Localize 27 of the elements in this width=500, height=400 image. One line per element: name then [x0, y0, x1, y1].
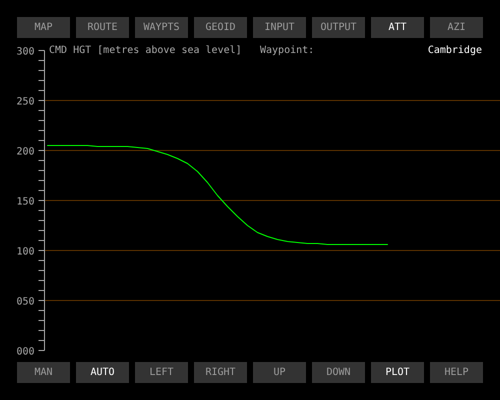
- text: RIGHT: [194, 362, 247, 383]
- text: UP: [253, 362, 306, 383]
- y-axis-title: CMD HGT [metres above sea level]: [49, 45, 242, 57]
- line-series: [47, 145, 388, 245]
- text: WAYPTS: [135, 17, 188, 38]
- y-tick-label: 250: [16, 96, 34, 108]
- text: HELP: [430, 362, 483, 383]
- text: GEOID: [194, 17, 247, 38]
- y-tick-label: 300: [16, 46, 34, 58]
- annotation: Cambridge: [426, 45, 482, 57]
- y-tick-label: 050: [16, 296, 34, 308]
- text: LEFT: [135, 362, 188, 383]
- y-tick-label: 100: [16, 246, 34, 258]
- y-tick-label: 150: [16, 196, 34, 208]
- annotation: Waypoint:: [260, 45, 314, 57]
- text: AUTO: [76, 362, 129, 383]
- y-tick-label: 200: [16, 146, 34, 158]
- text: OUTPUT: [312, 17, 365, 38]
- text: MAP: [17, 17, 70, 38]
- text: PLOT: [371, 362, 424, 383]
- text: INPUT: [253, 17, 306, 38]
- text: AZI: [430, 17, 483, 38]
- text: DOWN: [312, 362, 365, 383]
- text: ATT: [371, 17, 424, 38]
- text: ROUTE: [76, 17, 129, 38]
- text: MAN: [17, 362, 70, 383]
- y-tick-label: 000: [16, 346, 34, 358]
